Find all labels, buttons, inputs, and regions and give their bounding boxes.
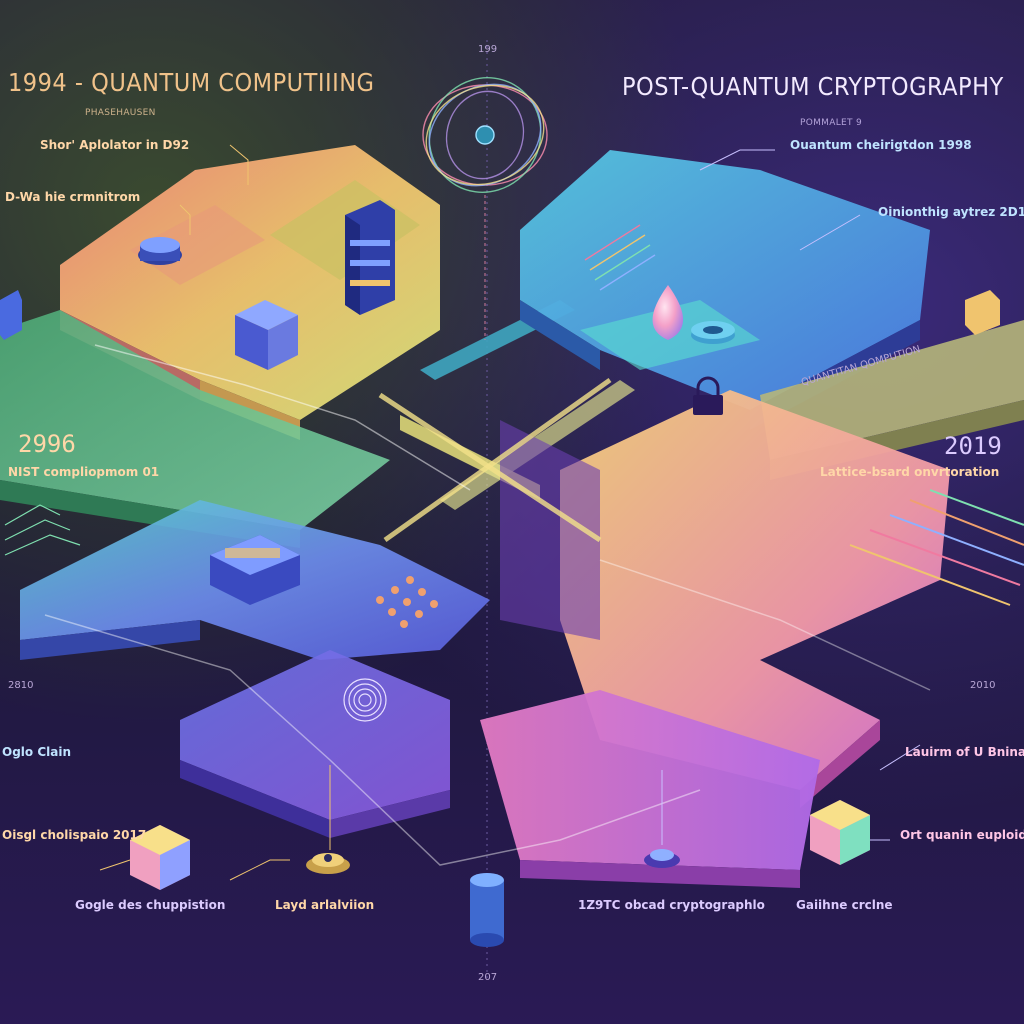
gaming-label: Gaiihne crclne [796,898,893,912]
circuit-traces-left-icon [4,504,81,556]
top-year: 199 [478,44,498,55]
layer-label: Layd arlalviion [275,898,375,912]
lock-icon [693,376,723,415]
cube-chip-icon [235,300,298,370]
dwave-label: D-Wa hie crmnitrom [5,190,141,204]
fiber-lines-icon [849,489,1024,606]
oslo-label: Oglo Clain [2,745,71,759]
button-node-right-icon [644,849,680,868]
qubit-chip-left-icon [138,237,182,265]
bottom-year: 207 [478,972,498,983]
shor-label: Shor' Aplolator in D92 [40,138,190,152]
right-title: POST-QUANTUM CRYPTOGRAPHY [622,72,1004,101]
scanner-burst-icon [584,224,656,291]
cube-left-edge-icon [0,290,22,340]
quantum-label: Ouantum cheirigtdon 1998 [790,138,972,152]
event-2017-label: Oisgl cholispaio 2017 [2,828,147,842]
cbc-label: 1Z9TC obcad cryptographlo [578,898,765,912]
qkd-label: Oinionthig aytrez 2D1 [878,205,1024,219]
launch-label: Lauirm of U Bninar [905,745,1024,759]
button-node-icon [306,853,350,874]
left-subheading: PHASEHAUSEN [85,108,156,118]
lattice-label: Lattice-bsard onvrtoration [820,465,1000,479]
google-label: Gogle des chuppistion [75,898,226,912]
year-1996: 2996 [18,430,76,458]
nist-label: NIST compliopmom 01 [8,465,160,479]
processor-board-icon [210,535,300,605]
year-2010-left: 2810 [8,680,34,691]
year-2010-right: 2010 [970,680,996,691]
server-stack-icon [345,200,395,315]
drop-icon [652,285,684,340]
year-2019: 2019 [944,432,1002,460]
gradient-cube-left-icon [130,825,190,890]
cylinder-icon [470,873,504,947]
qubit-disc-icon [691,321,735,344]
pin-grid-icon [376,576,438,628]
ort-label: Ort quanin euploid [900,828,1024,842]
cube-right-edge-icon [965,290,1000,335]
right-subheading: POMMALET 9 [800,118,862,128]
fingerprint-icon [343,678,387,722]
left-title: 1994 - QUANTUM COMPUTIIING [8,68,375,97]
gradient-cube-right-icon [810,800,870,865]
